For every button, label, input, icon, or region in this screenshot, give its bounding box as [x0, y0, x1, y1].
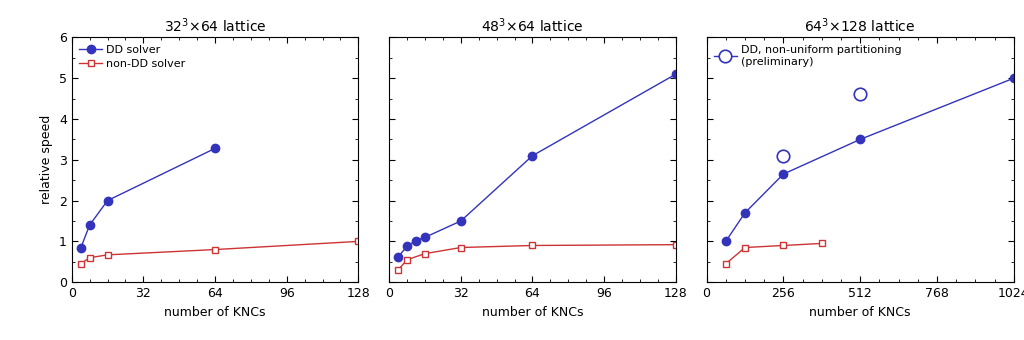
X-axis label: number of KNCs: number of KNCs	[809, 306, 911, 319]
non-DD solver	[75, 262, 87, 266]
Title: 48$^3$×64 lattice: 48$^3$×64 lattice	[481, 16, 584, 35]
Line: non-DD solver: non-DD solver	[77, 238, 361, 267]
DD solver	[75, 246, 87, 250]
non-DD solver	[101, 253, 114, 257]
X-axis label: number of KNCs: number of KNCs	[481, 306, 584, 319]
DD solver	[101, 199, 114, 203]
Line: DD solver: DD solver	[77, 144, 219, 253]
X-axis label: number of KNCs: number of KNCs	[164, 306, 266, 319]
Legend: DD solver, non-DD solver: DD solver, non-DD solver	[77, 43, 187, 71]
DD solver	[209, 146, 221, 150]
DD solver	[84, 223, 96, 227]
non-DD solver	[352, 239, 365, 243]
non-DD solver	[84, 256, 96, 260]
Y-axis label: relative speed: relative speed	[40, 115, 53, 204]
Title: 64$^3$×128 lattice: 64$^3$×128 lattice	[805, 16, 915, 35]
Title: 32$^3$×64 lattice: 32$^3$×64 lattice	[164, 16, 266, 35]
non-DD solver	[209, 248, 221, 252]
Legend: DD, non-uniform partitioning
(preliminary): DD, non-uniform partitioning (preliminar…	[712, 43, 904, 69]
